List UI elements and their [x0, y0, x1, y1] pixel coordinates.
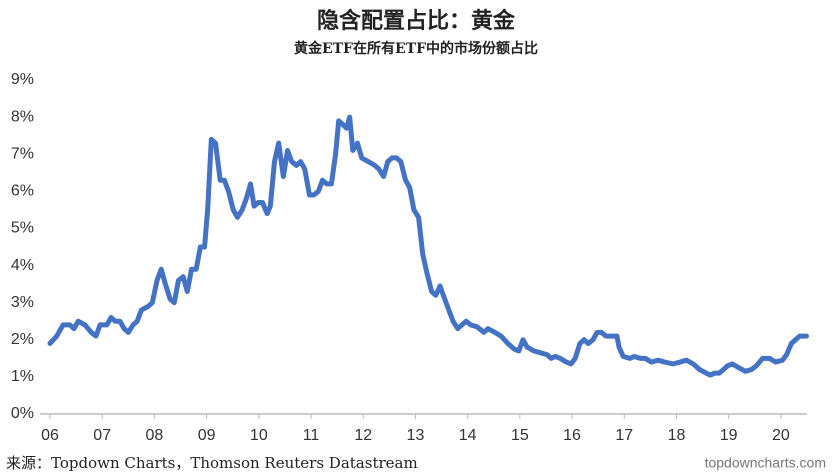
x-tick-label: 16: [563, 427, 581, 444]
y-tick-label: 8%: [11, 108, 34, 125]
x-tick-label: 07: [93, 427, 111, 444]
watermark: topdowncharts.com: [705, 455, 826, 471]
x-tick-label: 09: [198, 427, 216, 444]
x-tick-label: 15: [511, 427, 529, 444]
y-tick-label: 2%: [11, 331, 34, 348]
chart-subtitle: 黄金ETF在所有ETF中的市场份额占比: [294, 40, 538, 57]
y-tick-label: 6%: [11, 183, 34, 200]
x-tick-label: 19: [720, 427, 738, 444]
x-tick-label: 17: [615, 427, 633, 444]
x-tick-label: 10: [250, 427, 268, 444]
y-tick-label: 7%: [11, 145, 34, 162]
y-tick-label: 1%: [11, 368, 34, 385]
x-tick-label: 12: [354, 427, 372, 444]
y-tick-label: 9%: [11, 71, 34, 88]
x-tick-label: 11: [303, 427, 320, 444]
y-tick-label: 3%: [11, 294, 34, 311]
x-tick-label: 14: [459, 427, 477, 444]
y-tick-label: 4%: [11, 257, 34, 274]
x-tick-label: 18: [668, 427, 686, 444]
data-line: [47, 114, 809, 378]
x-tick-label: 13: [407, 427, 425, 444]
source-note: 来源：Topdown Charts，Thomson Reuters Datast…: [6, 454, 418, 472]
x-tick-label: 20: [772, 427, 790, 444]
x-tick-label: 06: [41, 427, 59, 444]
x-tick-label: 08: [146, 427, 164, 444]
chart-title: 隐含配置占比：黄金: [317, 8, 516, 34]
y-tick-label: 0%: [11, 405, 34, 422]
y-tick-label: 5%: [11, 220, 34, 237]
